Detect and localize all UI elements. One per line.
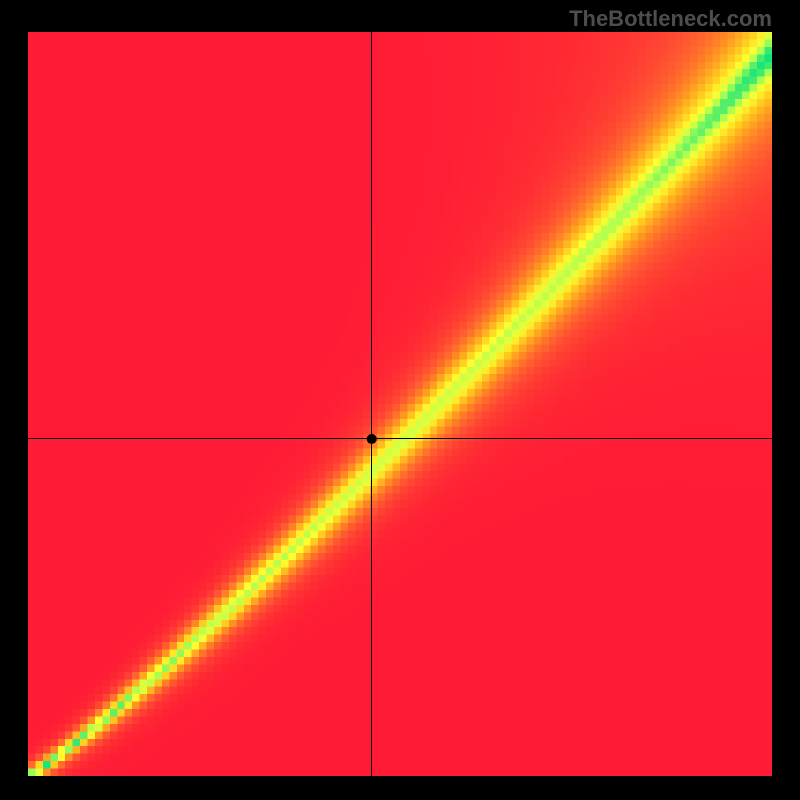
chart-frame: TheBottleneck.com bbox=[0, 0, 800, 800]
marker-canvas bbox=[28, 32, 772, 776]
attribution-label: TheBottleneck.com bbox=[569, 6, 772, 32]
